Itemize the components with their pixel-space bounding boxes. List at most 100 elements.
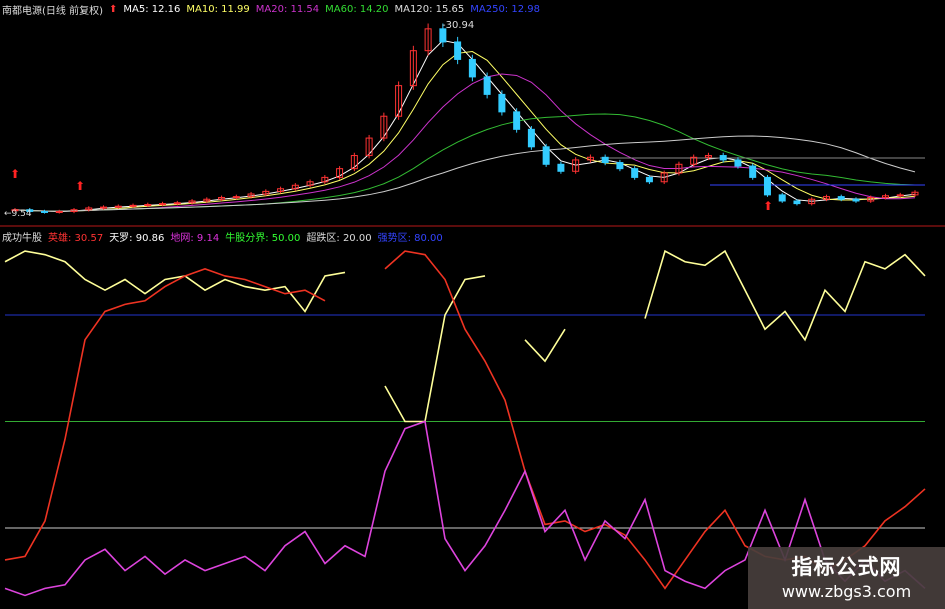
candle bbox=[763, 176, 771, 196]
candle bbox=[586, 156, 594, 161]
ma-label: MA5: 12.16 bbox=[123, 3, 181, 15]
buy-arrow-icon: ⬆ bbox=[10, 167, 20, 181]
series-line bbox=[4, 268, 326, 561]
price-panel: -30.94 ←9.54 ⬆ ⬆ ⬆ bbox=[4, 20, 925, 219]
candle bbox=[911, 191, 919, 196]
ma-label: MA60: 14.20 bbox=[325, 3, 389, 15]
high-price-label: -30.94 bbox=[442, 20, 474, 31]
candle bbox=[572, 159, 580, 172]
candle bbox=[896, 194, 904, 197]
candle bbox=[881, 195, 889, 198]
candle bbox=[144, 203, 152, 206]
candle bbox=[527, 128, 535, 148]
buy-arrow-icon: ⬆ bbox=[763, 199, 773, 213]
candle bbox=[867, 196, 875, 202]
candle bbox=[395, 85, 403, 117]
candle bbox=[542, 146, 550, 165]
stock-title: 南都电源(日线 前复权) bbox=[2, 5, 103, 17]
candle bbox=[513, 111, 521, 130]
low-price-label: ←9.54 bbox=[4, 209, 32, 219]
indicator-legend: 成功牛股 英雄: 30.57 天罗: 90.86 地网: 9.14 牛股分界: 50.… bbox=[2, 229, 443, 244]
indicator-title: 成功牛股 bbox=[2, 232, 42, 244]
candle bbox=[291, 184, 299, 190]
ma-label: MA120: 15.65 bbox=[394, 3, 465, 15]
candle bbox=[41, 210, 49, 213]
candle bbox=[808, 198, 816, 205]
ma-line bbox=[14, 39, 916, 213]
candle bbox=[380, 115, 388, 139]
candle bbox=[100, 206, 108, 209]
candle bbox=[719, 155, 727, 161]
indicator-panel bbox=[4, 249, 926, 597]
candle bbox=[114, 205, 122, 208]
candle bbox=[365, 137, 373, 157]
candle bbox=[232, 196, 240, 199]
candle bbox=[173, 202, 181, 205]
price-legend: 南都电源(日线 前复权) ⬆ MA5: 12.16 MA10: 11.99 MA20… bbox=[2, 2, 540, 17]
candle bbox=[218, 196, 226, 200]
candle bbox=[336, 168, 344, 178]
candle bbox=[793, 200, 801, 205]
candle bbox=[734, 159, 742, 167]
candle bbox=[675, 163, 683, 174]
candle bbox=[439, 28, 447, 43]
ma-label: MA250: 12.98 bbox=[470, 3, 540, 15]
buy-arrow-icon: ⬆ bbox=[75, 179, 85, 193]
candle bbox=[837, 196, 845, 200]
indicator-label: 天罗: 90.86 bbox=[109, 232, 165, 244]
ma-line bbox=[14, 135, 916, 212]
candle bbox=[188, 200, 196, 204]
candle bbox=[262, 190, 270, 195]
watermark-url: www.zbgs3.com bbox=[781, 582, 912, 601]
candle bbox=[601, 156, 609, 164]
ma-line bbox=[14, 73, 916, 212]
candle bbox=[616, 162, 624, 170]
ma-line bbox=[14, 51, 916, 212]
candle bbox=[247, 193, 255, 198]
series-line bbox=[644, 249, 926, 342]
candle bbox=[852, 198, 860, 202]
candle bbox=[483, 76, 491, 95]
series-line bbox=[384, 275, 486, 423]
candle bbox=[468, 58, 476, 78]
indicator-label: 英雄: 30.57 bbox=[48, 232, 104, 244]
candle bbox=[557, 163, 565, 172]
candle bbox=[70, 209, 78, 212]
candle bbox=[203, 198, 211, 202]
candle bbox=[498, 93, 506, 113]
series-line bbox=[4, 250, 346, 313]
indicator-label: 地网: 9.14 bbox=[170, 232, 220, 244]
series-line bbox=[524, 328, 566, 363]
series-line bbox=[4, 420, 926, 597]
indicator-label: 强势区: 80.00 bbox=[377, 232, 443, 244]
candle bbox=[277, 188, 285, 192]
candle bbox=[631, 168, 639, 178]
indicator-label: 牛股分界: 50.00 bbox=[225, 232, 301, 244]
candle bbox=[660, 172, 668, 183]
candle bbox=[129, 204, 137, 207]
candle bbox=[778, 194, 786, 202]
candle bbox=[424, 28, 432, 52]
candle bbox=[55, 210, 63, 213]
ma-label: MA10: 11.99 bbox=[186, 3, 250, 15]
watermark-title: 指标公式网 bbox=[791, 555, 902, 579]
candle bbox=[690, 156, 698, 165]
candle bbox=[645, 176, 653, 183]
candle bbox=[159, 203, 167, 206]
candle bbox=[85, 207, 93, 211]
candle bbox=[409, 50, 417, 87]
watermark: 指标公式网 www.zbgs3.com bbox=[748, 547, 945, 609]
candle bbox=[321, 176, 329, 183]
candle bbox=[704, 155, 712, 158]
ma-label: MA20: 11.54 bbox=[255, 3, 320, 15]
candle bbox=[306, 181, 314, 186]
candle bbox=[26, 209, 34, 212]
candle bbox=[454, 41, 462, 60]
candle bbox=[822, 196, 830, 200]
candle bbox=[350, 155, 358, 170]
indicator-label: 超跌区: 20.00 bbox=[306, 232, 372, 244]
arrow-up-icon: ⬆ bbox=[108, 3, 118, 15]
candle bbox=[749, 165, 757, 178]
candle bbox=[11, 209, 19, 212]
